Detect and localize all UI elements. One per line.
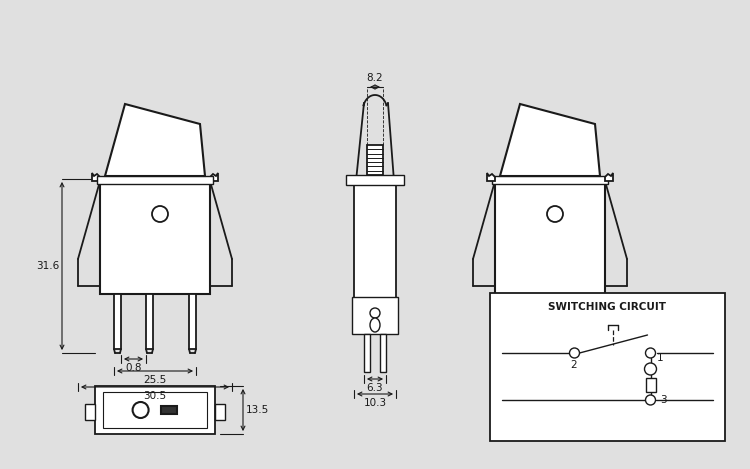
Circle shape (547, 206, 563, 222)
Bar (584, 294, 591, 349)
Text: 2: 2 (570, 360, 577, 370)
Bar (146, 294, 153, 349)
Bar (490, 293, 725, 441)
Text: 10.3: 10.3 (364, 398, 386, 408)
Text: 31.6: 31.6 (36, 261, 60, 271)
Polygon shape (605, 173, 613, 181)
Ellipse shape (370, 318, 380, 332)
Circle shape (646, 348, 656, 358)
Bar (364, 334, 370, 372)
Text: 25.5: 25.5 (143, 375, 166, 385)
Bar (495, 179, 605, 294)
Circle shape (133, 402, 148, 418)
Text: 1: 1 (657, 353, 664, 363)
Bar (100, 179, 210, 294)
Text: SWITCHING CIRCUIT: SWITCHING CIRCUIT (548, 302, 667, 312)
Bar (380, 334, 386, 372)
Circle shape (644, 363, 656, 375)
Bar (103, 392, 207, 428)
Bar (215, 404, 225, 420)
Bar (492, 176, 608, 184)
Text: 0.8: 0.8 (125, 363, 142, 373)
Text: 13.5: 13.5 (245, 405, 268, 415)
Text: 6.3: 6.3 (367, 383, 383, 393)
Text: 3: 3 (660, 395, 667, 405)
Bar (346, 175, 404, 185)
Text: 30.5: 30.5 (143, 391, 166, 401)
Circle shape (646, 395, 656, 405)
Bar (354, 179, 396, 299)
Polygon shape (487, 173, 495, 181)
Circle shape (152, 206, 168, 222)
Bar (95, 386, 215, 434)
Circle shape (370, 308, 380, 318)
Circle shape (569, 348, 580, 358)
Bar (114, 294, 121, 349)
Bar (85, 404, 95, 420)
Bar (352, 297, 398, 334)
Bar (509, 294, 516, 349)
Bar (97, 176, 213, 184)
Polygon shape (105, 104, 205, 176)
Bar (646, 378, 656, 392)
Polygon shape (92, 173, 100, 181)
Bar (161, 406, 178, 414)
Text: 8.2: 8.2 (367, 73, 383, 83)
Polygon shape (500, 104, 600, 176)
Polygon shape (210, 173, 218, 181)
Bar (189, 294, 196, 349)
Bar (367, 145, 383, 175)
